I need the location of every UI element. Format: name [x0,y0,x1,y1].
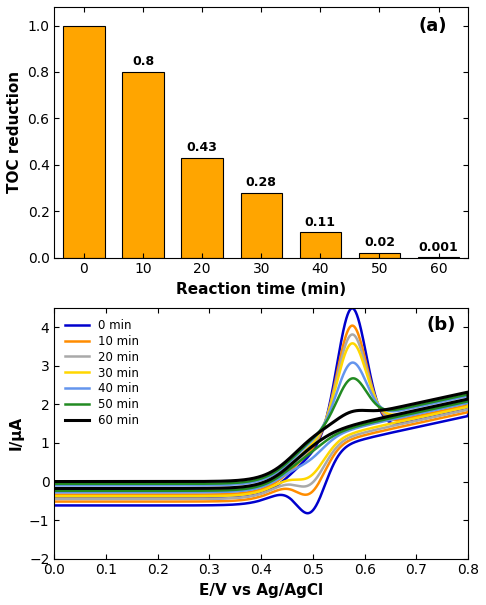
Bar [63,25,104,258]
40 min [118,489,124,496]
Bar [300,232,341,258]
40 min [52,482,57,489]
X-axis label: E/V vs Ag/AgCl: E/V vs Ag/AgCl [199,583,323,598]
0 min [278,491,283,499]
Text: 0.02: 0.02 [364,237,395,249]
20 min [52,495,57,503]
60 min [278,469,283,477]
60 min [52,485,57,492]
40 min [52,489,57,496]
30 min [406,409,412,416]
20 min [406,411,412,419]
20 min [52,488,57,495]
10 min [118,498,124,505]
30 min [399,410,405,417]
20 min [77,495,83,503]
50 min [118,487,124,494]
Bar [359,253,400,258]
30 min [349,339,355,347]
50 min [445,395,451,402]
0 min [118,502,123,509]
30 min [52,486,57,493]
0 min [76,502,82,509]
Line: 10 min: 10 min [54,325,468,502]
0 min [406,418,412,425]
Line: 0 min: 0 min [54,309,468,513]
Text: 0.28: 0.28 [246,176,277,189]
10 min [77,498,83,505]
50 min [399,405,405,412]
50 min [278,472,283,479]
10 min [278,486,283,493]
50 min [52,480,57,488]
50 min [52,487,57,494]
10 min [445,406,451,413]
Bar [181,158,223,258]
0 min [305,509,311,517]
60 min [406,401,412,408]
Text: 0.001: 0.001 [418,241,458,254]
Text: (b): (b) [426,316,456,333]
X-axis label: Reaction time (min): Reaction time (min) [176,282,346,297]
40 min [77,489,83,496]
50 min [406,404,412,411]
60 min [118,485,124,492]
40 min [445,397,451,404]
40 min [399,407,405,414]
10 min [399,416,405,423]
0 min [52,495,57,502]
Line: 30 min: 30 min [54,343,468,496]
0 min [349,305,355,312]
10 min [349,322,355,329]
Y-axis label: I/μA: I/μA [8,416,23,450]
0 min [445,410,451,417]
0 min [52,502,57,509]
30 min [52,492,57,500]
Bar [122,72,164,258]
Line: 20 min: 20 min [54,335,468,499]
Text: 0.43: 0.43 [187,142,218,154]
30 min [77,492,83,500]
20 min [445,404,451,411]
40 min [350,359,356,366]
60 min [399,403,405,410]
60 min [52,478,57,485]
Y-axis label: TOC reduction: TOC reduction [7,71,22,194]
60 min [445,393,451,400]
Bar [241,192,282,258]
30 min [445,401,451,408]
10 min [52,491,57,499]
30 min [278,479,283,486]
Line: 40 min: 40 min [54,362,468,492]
0 min [399,419,405,427]
40 min [406,405,412,413]
30 min [118,492,124,500]
40 min [278,474,283,482]
10 min [52,498,57,505]
60 min [465,388,471,396]
20 min [278,482,283,489]
50 min [350,374,356,382]
Line: 50 min: 50 min [54,378,468,491]
Line: 60 min: 60 min [54,392,468,488]
Text: 0.8: 0.8 [132,56,154,68]
20 min [118,495,124,503]
50 min [77,487,83,494]
Text: 0.11: 0.11 [305,215,336,229]
20 min [399,413,405,420]
20 min [349,331,355,338]
Text: (a): (a) [419,17,448,35]
Legend: 0 min, 10 min, 20 min, 30 min, 40 min, 50 min, 60 min: 0 min, 10 min, 20 min, 30 min, 40 min, 5… [60,314,144,432]
10 min [406,414,412,422]
60 min [77,485,83,492]
